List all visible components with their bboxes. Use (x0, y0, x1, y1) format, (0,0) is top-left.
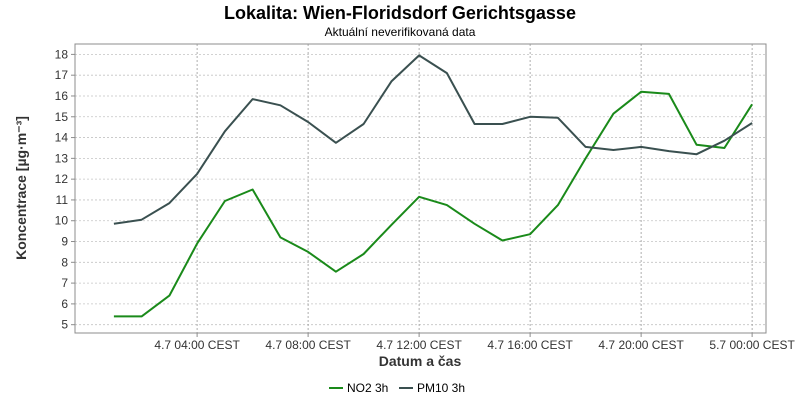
plot-area (75, 44, 766, 333)
legend: NO2 3h PM10 3h (329, 381, 465, 395)
axes: 5 6 7 8 9 10 11 12 13 14 15 16 17 18 4.7 04:00 CEST 4.7… (55, 43, 795, 352)
x-tick-label: 5.7 00:00 CEST (709, 338, 795, 352)
y-tick-label: 5 (61, 318, 68, 332)
y-tick-label: 10 (55, 214, 69, 228)
x-axis-label: Datum a čas (379, 353, 462, 369)
y-tick-label: 6 (61, 297, 68, 311)
y-tick-label: 15 (55, 110, 69, 124)
series-line-2 (113, 54, 753, 225)
y-tick-label: 7 (61, 276, 68, 290)
series-line-1 (113, 90, 753, 318)
plot-background (75, 44, 766, 333)
plot-frame (74, 43, 767, 334)
x-tick-label: 4.7 08:00 CEST (265, 338, 351, 352)
x-tick-label: 4.7 12:00 CEST (376, 338, 462, 352)
y-tick-label: 17 (55, 68, 69, 82)
y-tick-label: 12 (55, 172, 69, 186)
x-tick-label: 4.7 04:00 CEST (154, 338, 240, 352)
y-tick-label: 14 (55, 131, 69, 145)
y-tick-label: 13 (55, 151, 69, 165)
y-axis-label: Koncentrace [µg·m⁻³] (13, 116, 29, 260)
legend-label: PM10 3h (417, 381, 465, 395)
legend-label: NO2 3h (347, 381, 388, 395)
chart-subtitle: Aktuální neverifikovaná data (325, 25, 476, 39)
series-layer (113, 54, 753, 318)
x-tick-label: 4.7 20:00 CEST (598, 338, 684, 352)
y-tick-label: 16 (55, 89, 69, 103)
y-tick-label: 18 (55, 47, 69, 61)
x-tick-label: 4.7 16:00 CEST (487, 338, 573, 352)
y-tick-label: 9 (61, 235, 68, 249)
y-tick-label: 11 (56, 193, 69, 207)
grid-lines (75, 44, 766, 333)
chart-title: Lokalita: Wien-Floridsdorf Gerichtsgasse (224, 3, 576, 23)
y-tick-label: 8 (61, 255, 68, 269)
